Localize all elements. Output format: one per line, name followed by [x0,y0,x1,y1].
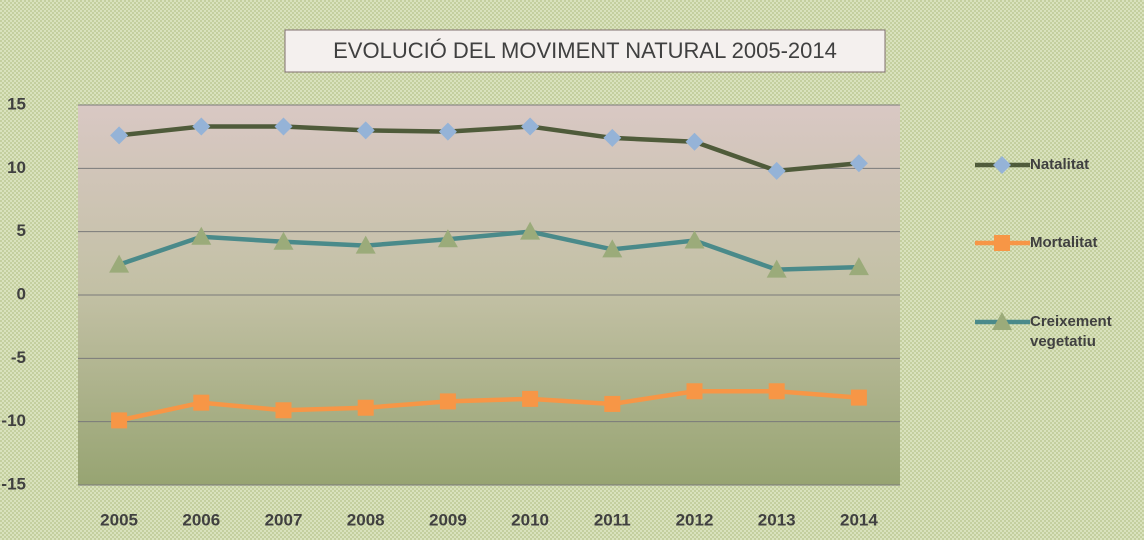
y-tick-label: 0 [17,284,26,303]
point [438,122,457,141]
point [604,395,621,412]
legend-label: Mortalitat [1030,234,1098,251]
point [520,221,541,240]
legend-marker [993,156,1011,174]
point [274,117,293,136]
point [768,383,785,400]
point [275,402,292,419]
y-tick-label: -15 [1,474,26,493]
x-tick-label: 2011 [594,510,631,529]
y-tick-label: 10 [7,158,26,177]
point [109,254,130,273]
point [355,235,376,254]
point [356,121,375,140]
point [849,154,868,173]
x-tick-label: 2006 [182,510,220,529]
point [522,390,539,407]
point [602,239,623,258]
point [686,383,703,400]
x-tick-label: 2007 [265,510,303,529]
x-tick-label: 2008 [347,510,385,529]
point [111,412,128,429]
title-box [284,29,886,73]
legend-marker [994,235,1010,251]
series-line [118,229,859,272]
series-line [118,124,860,174]
point [110,126,129,145]
x-tick-label: 2014 [840,510,878,529]
y-tick-label: 15 [7,94,26,113]
point [192,117,211,136]
legend-label: Natalitat [1030,156,1090,173]
y-tick-label: -10 [1,411,26,430]
y-tick-label: 5 [17,221,26,240]
x-tick-label: 2009 [429,510,467,529]
point [191,226,212,245]
series-line [118,389,860,423]
point [437,229,458,248]
point [848,257,869,276]
legend-label: Creixement vegetatiu [1030,313,1112,350]
point [850,389,867,406]
x-tick-label: 2012 [676,510,714,529]
y-tick-label: -5 [11,348,26,367]
legend-marker [992,312,1012,330]
chart-title: EVOLUCIÓ DEL MOVIMENT NATURAL 2005-2014 [333,38,837,63]
point [521,117,540,136]
x-tick-label: 2010 [511,510,549,529]
point [603,128,622,147]
point [273,231,294,250]
x-tick-label: 2013 [758,510,796,529]
point [684,230,705,249]
x-tick-label: 2005 [100,510,138,529]
point [439,393,456,410]
point [193,394,210,411]
point [767,161,786,180]
point [357,399,374,416]
point [685,132,704,151]
point [766,259,787,278]
